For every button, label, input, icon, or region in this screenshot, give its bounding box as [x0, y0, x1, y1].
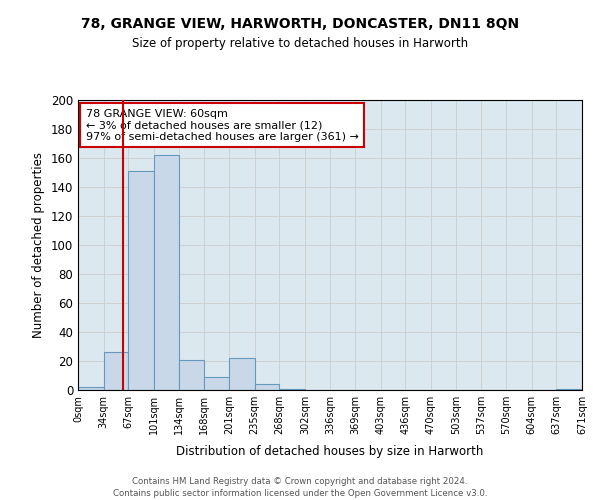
Bar: [204, 377, 229, 390]
Text: 78 GRANGE VIEW: 60sqm
← 3% of detached houses are smaller (12)
97% of semi-detac: 78 GRANGE VIEW: 60sqm ← 3% of detached h…: [86, 108, 358, 142]
Text: Contains public sector information licensed under the Open Government Licence v3: Contains public sector information licen…: [113, 489, 487, 498]
X-axis label: Distribution of detached houses by size in Harworth: Distribution of detached houses by size …: [176, 446, 484, 458]
Bar: [179, 360, 204, 390]
Bar: [229, 358, 254, 390]
Bar: [78, 387, 104, 390]
Text: Size of property relative to detached houses in Harworth: Size of property relative to detached ho…: [132, 38, 468, 51]
Bar: [104, 352, 128, 390]
Y-axis label: Number of detached properties: Number of detached properties: [32, 152, 45, 338]
Bar: [556, 388, 582, 390]
Bar: [128, 171, 154, 390]
Text: Contains HM Land Registry data © Crown copyright and database right 2024.: Contains HM Land Registry data © Crown c…: [132, 478, 468, 486]
Bar: [154, 155, 179, 390]
Text: 78, GRANGE VIEW, HARWORTH, DONCASTER, DN11 8QN: 78, GRANGE VIEW, HARWORTH, DONCASTER, DN…: [81, 18, 519, 32]
Bar: [254, 384, 279, 390]
Bar: [279, 388, 305, 390]
